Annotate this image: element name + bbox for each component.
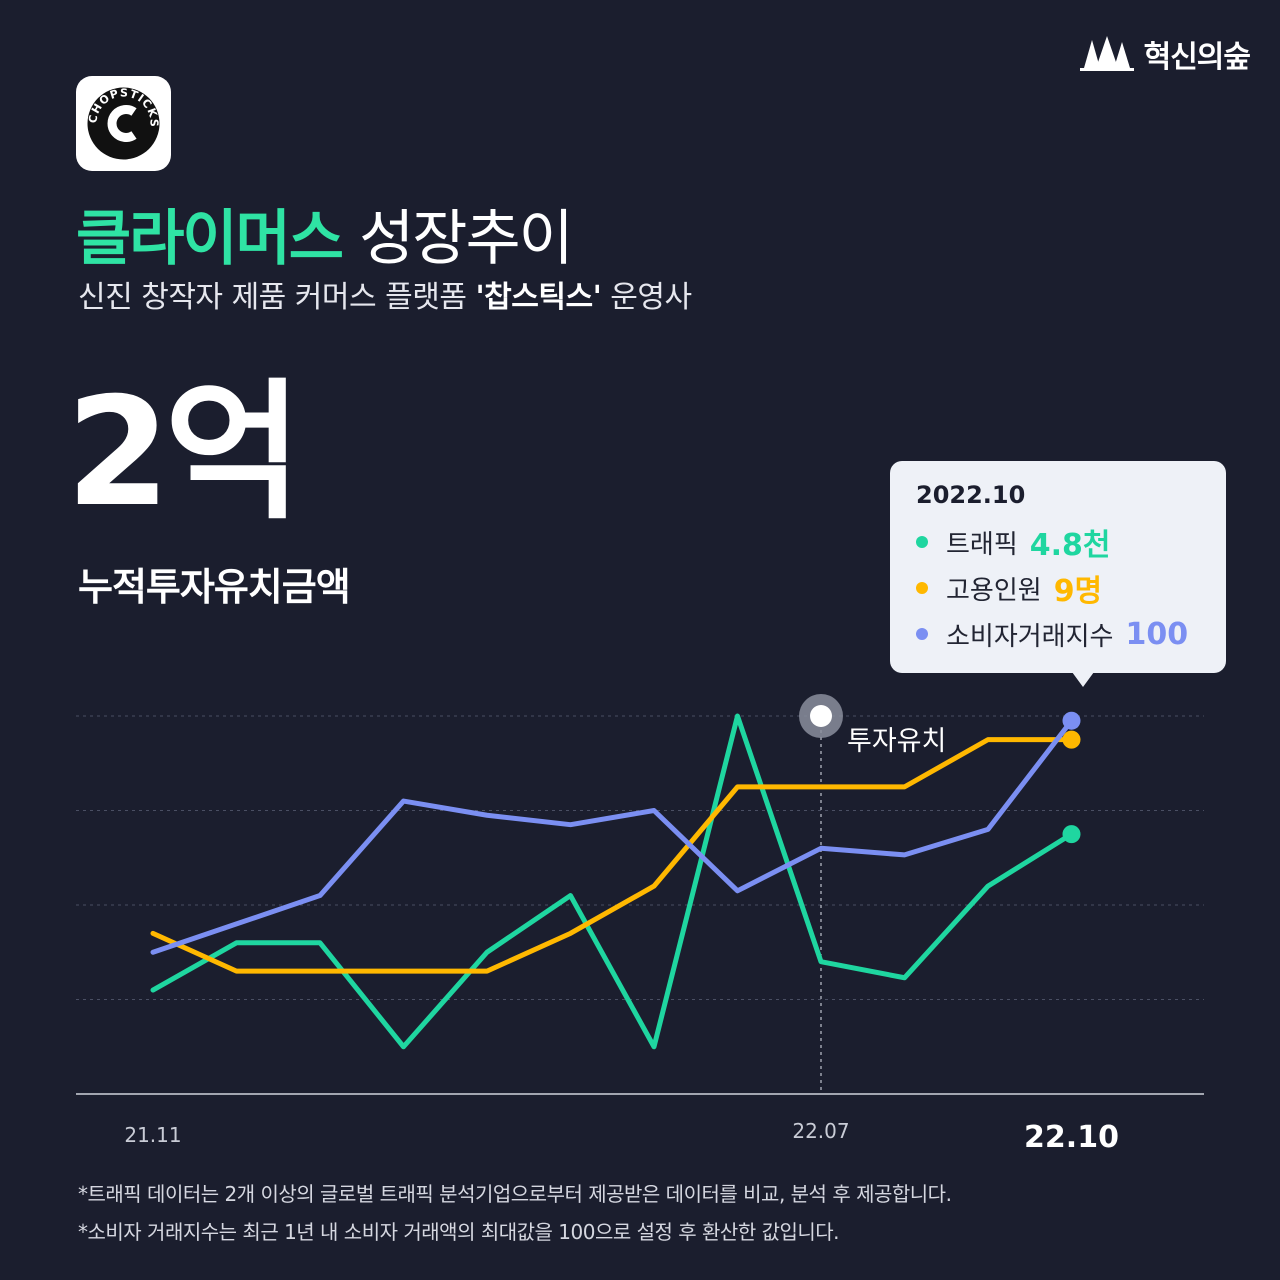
investment-amount: 2억	[66, 366, 302, 540]
brand-logo: 혁신의숲	[1078, 32, 1251, 76]
series-line-1	[150, 737, 1074, 974]
tooltip-row-consumer-index: 소비자거래지수 100	[916, 611, 1200, 657]
tooltip-value: 100	[1125, 616, 1189, 652]
title-accent: 클라이머스	[76, 204, 344, 274]
tooltip-name: 고용인원	[946, 575, 1042, 606]
traffic-dot	[916, 536, 928, 548]
tooltip-date: 2022.10	[916, 481, 1026, 509]
series-end-point-1	[1062, 730, 1081, 749]
subtitle-post: 운영사	[601, 280, 692, 315]
brand-name: 혁신의숲	[1143, 40, 1251, 75]
x-tick-label-first: 21.11	[124, 1123, 181, 1147]
consumer-index-dot	[916, 628, 928, 640]
series-end-point-0	[1062, 825, 1081, 844]
footnote-traffic: *트래픽 데이터는 2개 이상의 글로벌 트래픽 분석기업으로부터 제공받은 데…	[78, 1182, 952, 1206]
tooltip-row-traffic: 트래픽 4.8천	[916, 519, 1200, 565]
x-tick-label-last: 22.10	[1024, 1120, 1119, 1155]
title-rest: 성장추이	[342, 204, 574, 274]
tooltip-name: 소비자거래지수	[946, 621, 1114, 652]
series-end-point-2	[1062, 711, 1081, 730]
x-tick-label-marker: 22.07	[792, 1119, 849, 1143]
annotation-label: 투자유치	[847, 726, 946, 757]
subtitle-pre: 신진 창작자 제품 커머스 플랫폼	[78, 280, 476, 315]
page-title: 클라이머스 성장추이	[76, 190, 574, 277]
chart-tooltip: 2022.10 트래픽 4.8천 고용인원 9명 소비자거래지수 100	[890, 461, 1226, 687]
annotation-marker-dot	[810, 705, 832, 727]
tooltip-value: 4.8천	[1029, 528, 1111, 563]
series-line-0	[150, 713, 1074, 1050]
subtitle-bold: '찹스틱스'	[475, 280, 602, 315]
tooltip-name: 트래픽	[946, 529, 1018, 560]
tooltip-row-employees: 고용인원 9명	[916, 565, 1200, 611]
forest-icon	[1079, 36, 1134, 71]
growth-line-chart: 투자유치 21.11 22.07 22.10	[76, 694, 1204, 1155]
investment-label: 누적투자유치금액	[78, 565, 351, 609]
series-line-2	[150, 718, 1074, 955]
employees-dot	[916, 582, 928, 594]
footnote-consumer-index: *소비자 거래지수는 최근 1년 내 소비자 거래액의 최대값을 100으로 설…	[78, 1220, 840, 1244]
page-subtitle: 신진 창작자 제품 커머스 플랫폼 '찹스틱스' 운영사	[78, 272, 692, 316]
tooltip-value: 9명	[1053, 574, 1103, 609]
chopsticks-logo: CHOPSTICKS	[76, 76, 171, 171]
